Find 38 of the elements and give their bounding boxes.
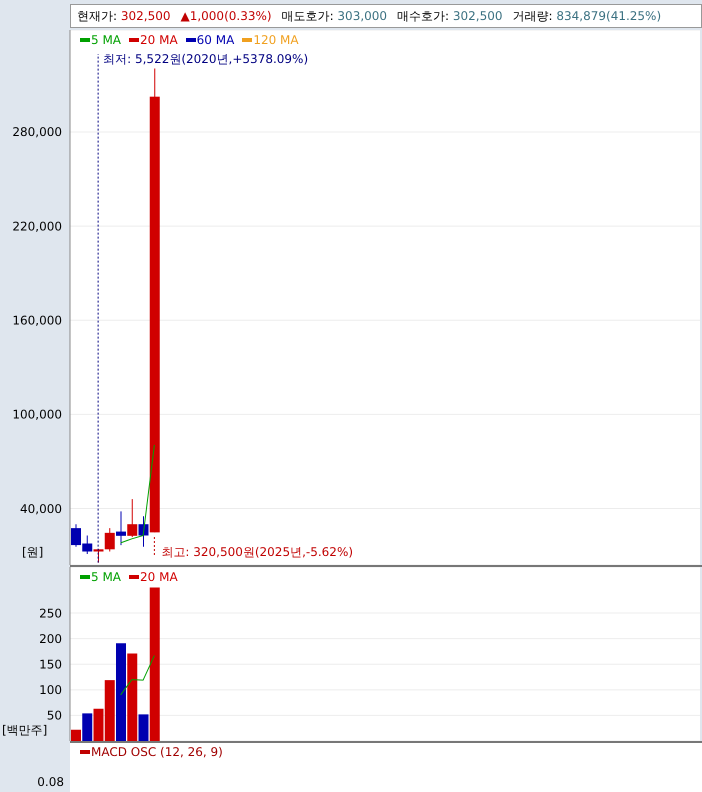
- y-tick-label: 250: [39, 606, 62, 620]
- bar: [138, 714, 148, 741]
- text: 매도호가: 303,000: [282, 8, 388, 24]
- y-tick-label: 200: [39, 632, 62, 646]
- line-series: [120, 655, 155, 696]
- bar: [82, 713, 92, 741]
- y-tick-label: 40,000: [20, 502, 62, 516]
- text: MACD OSC (12, 26, 9): [90, 745, 223, 759]
- legend-label: 20 MA: [139, 33, 178, 47]
- text: 현재가: 302,500: [77, 8, 170, 24]
- y-tick-label: 280,000: [12, 125, 62, 140]
- candlestick: [116, 510, 126, 546]
- y-tick-label: 100,000: [12, 408, 62, 422]
- bar: [116, 643, 126, 741]
- y-tick-label: 100: [39, 683, 62, 698]
- text: 매수호가: 302,500: [397, 8, 503, 24]
- legend-label: 20 MA: [139, 570, 178, 584]
- legend-label: 120 MA: [252, 33, 299, 47]
- y-tick-label: 50: [46, 708, 62, 723]
- bar: [127, 653, 138, 741]
- legend-label: 60 MA: [196, 33, 234, 47]
- annotation: 최저: 5,522원(2020년,+5378.09%): [103, 52, 308, 66]
- bar: [71, 730, 81, 741]
- bar: [150, 587, 160, 741]
- text: 0.08: [37, 775, 64, 789]
- line-series: [120, 444, 155, 544]
- candlestick: [127, 498, 138, 538]
- y-axis-title: [원]: [22, 544, 44, 561]
- y-tick-label: 220,000: [12, 219, 62, 234]
- y-tick-label: 150: [39, 657, 62, 672]
- text: 거래량: 834,879(41.25%): [512, 8, 662, 24]
- y-tick-label: 160,000: [12, 314, 62, 328]
- annotation: 최고: 320,500원(2025년,-5.62%): [161, 545, 354, 559]
- candlestick: [104, 528, 115, 552]
- legend-label: 5 MA: [90, 570, 122, 584]
- legend-label: 5 MA: [90, 33, 122, 47]
- y-axis-title: [백만주]: [2, 722, 48, 739]
- text: ▲1,000(0.33%): [180, 9, 272, 23]
